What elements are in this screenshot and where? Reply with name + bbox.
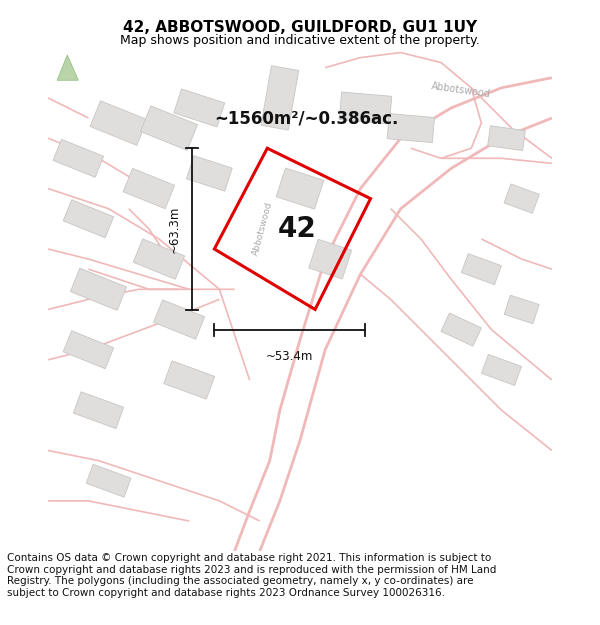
- Polygon shape: [154, 300, 205, 339]
- Polygon shape: [481, 354, 521, 386]
- Polygon shape: [133, 239, 185, 279]
- Polygon shape: [70, 268, 127, 311]
- Polygon shape: [504, 184, 539, 213]
- Text: Contains OS data © Crown copyright and database right 2021. This information is : Contains OS data © Crown copyright and d…: [7, 553, 497, 598]
- Polygon shape: [309, 239, 352, 279]
- Text: Map shows position and indicative extent of the property.: Map shows position and indicative extent…: [120, 34, 480, 48]
- Text: Abbotswood: Abbotswood: [251, 201, 274, 257]
- Polygon shape: [276, 168, 324, 209]
- Text: 42, ABBOTSWOOD, GUILDFORD, GU1 1UY: 42, ABBOTSWOOD, GUILDFORD, GU1 1UY: [123, 20, 477, 35]
- Polygon shape: [387, 114, 434, 142]
- Polygon shape: [441, 313, 481, 346]
- Polygon shape: [488, 126, 526, 151]
- Polygon shape: [261, 66, 299, 130]
- Polygon shape: [504, 295, 539, 324]
- Polygon shape: [123, 168, 175, 209]
- Polygon shape: [174, 89, 225, 127]
- Text: ~1560m²/~0.386ac.: ~1560m²/~0.386ac.: [214, 109, 399, 127]
- Polygon shape: [140, 106, 197, 151]
- Polygon shape: [339, 92, 392, 124]
- Text: ~53.4m: ~53.4m: [266, 350, 314, 362]
- Polygon shape: [187, 156, 232, 191]
- Polygon shape: [63, 331, 113, 369]
- Polygon shape: [57, 55, 79, 80]
- Polygon shape: [53, 139, 104, 177]
- Text: Abbotswood: Abbotswood: [431, 81, 491, 99]
- Polygon shape: [86, 464, 131, 497]
- Polygon shape: [164, 361, 215, 399]
- Text: ~63.3m: ~63.3m: [167, 206, 181, 253]
- Polygon shape: [63, 200, 113, 238]
- Polygon shape: [73, 392, 124, 429]
- Polygon shape: [90, 101, 147, 146]
- Polygon shape: [461, 254, 502, 284]
- Text: 42: 42: [278, 215, 317, 243]
